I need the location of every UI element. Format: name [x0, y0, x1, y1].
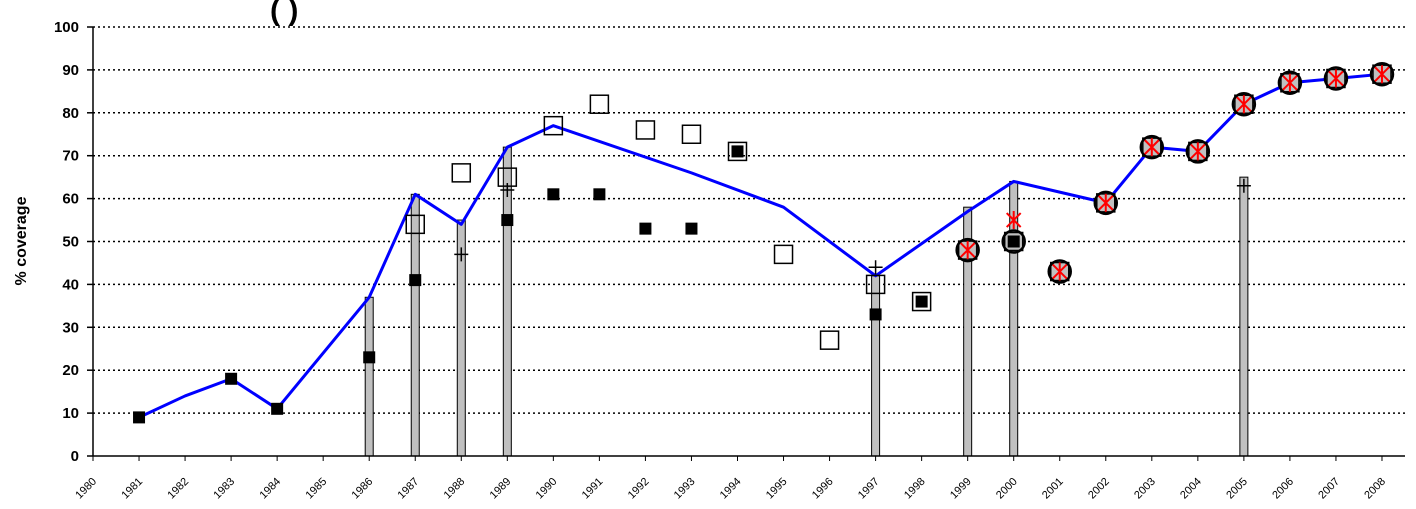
x-tick-label: 1984 [257, 476, 283, 502]
filled-square-marker [639, 222, 652, 235]
x-tick-label: 1980 [73, 476, 99, 502]
filled-square-marker [547, 188, 560, 201]
filled-square-marker [869, 308, 882, 321]
x-tick-label: 1982 [165, 476, 191, 502]
filled-square-marker [501, 214, 514, 227]
open-square-marker [911, 291, 932, 312]
open-square-marker [635, 120, 656, 140]
x-tick-label: 2006 [1270, 476, 1296, 502]
y-axis-label: % coverage [13, 196, 30, 285]
y-tick-labels: 0 10 20 30 40 50 60 70 80 90 100 [54, 19, 79, 465]
marker-series [133, 61, 1395, 424]
y-tick-label: 60 [62, 191, 79, 208]
bar [871, 275, 881, 457]
star-marker [959, 241, 976, 260]
plus-marker [1236, 178, 1251, 193]
filled-square-marker [915, 295, 928, 308]
x-tick-label: 1986 [350, 476, 376, 502]
bar [1239, 176, 1249, 457]
star-marker [1144, 138, 1160, 157]
x-tick-label: 1989 [488, 476, 514, 502]
open-square-marker [727, 141, 748, 162]
y-tick-label: 100 [54, 19, 79, 36]
plus-marker [868, 260, 883, 275]
y-tick-label: 70 [62, 148, 79, 165]
x-tick-label: 1997 [856, 476, 882, 502]
star-marker [1236, 95, 1252, 114]
x-tick-label: 1990 [534, 476, 560, 502]
axes [92, 27, 1405, 461]
filled-square-marker [685, 222, 698, 235]
x-tick-labels: 1980 1981 1982 1983 1984 1985 1986 1987 1988 1989… [73, 476, 1388, 502]
filled-square-marker [409, 274, 422, 287]
y-tick-label: 30 [62, 319, 79, 336]
x-tick-label: 2001 [1040, 476, 1066, 502]
open-square-marker [1003, 231, 1024, 252]
open-square-marker [681, 124, 702, 144]
filled-square-marker [225, 372, 238, 385]
y-tick-label: 20 [62, 362, 79, 379]
x-tick-label: 2008 [1362, 476, 1388, 502]
x-tick-label: 1987 [396, 476, 422, 502]
x-tick-label: 1998 [902, 476, 928, 502]
filled-square-marker [271, 402, 284, 415]
y-tick-label: 50 [62, 234, 79, 251]
x-tick-label: 1993 [672, 476, 698, 502]
filled-square-marker [1007, 235, 1020, 248]
x-tick-label: 2005 [1224, 476, 1250, 502]
y-tick-label: 0 [71, 448, 79, 465]
star-marker [1052, 262, 1068, 281]
line-path [138, 72, 1383, 419]
x-tick-label: 1999 [948, 476, 974, 502]
x-tick-label: 2002 [1086, 476, 1112, 502]
x-tick-label: 1985 [303, 476, 329, 502]
plus-marker [454, 247, 469, 262]
star-marker [1005, 211, 1022, 230]
y-tick-label: 10 [62, 405, 79, 422]
star-marker [1282, 73, 1298, 92]
x-tick-label: 2004 [1178, 476, 1204, 502]
filled-square-marker [593, 188, 606, 201]
x-tick-label: 1995 [764, 476, 790, 502]
x-tick-label: 1992 [626, 476, 652, 502]
x-tick-label: 1991 [580, 476, 606, 502]
x-tick-label: 1981 [119, 476, 145, 502]
open-square-marker [543, 115, 564, 136]
open-square-marker [819, 330, 840, 350]
open-square-marker [773, 244, 794, 265]
filled-square-marker [363, 351, 376, 364]
y-tick-label: 80 [62, 105, 79, 122]
open-square-marker [451, 163, 472, 183]
star-marker [1098, 193, 1114, 212]
plus-marker [500, 183, 515, 198]
star-marker [1374, 65, 1390, 84]
open-square-marker [865, 274, 886, 295]
x-tick-label: 1996 [810, 476, 836, 502]
gridlines [87, 26, 1405, 457]
chart-title-fragment: ( ) [270, 0, 298, 27]
x-tick-label: 2003 [1132, 476, 1158, 502]
bar [364, 296, 374, 457]
filled-square-marker [133, 411, 146, 424]
y-tick-label: 40 [62, 276, 79, 293]
star-marker [1328, 69, 1344, 88]
x-tick-label: 1994 [718, 476, 744, 502]
y-tick-label: 90 [62, 62, 79, 79]
open-square-marker [589, 94, 610, 114]
x-tick-label: 1988 [442, 476, 468, 502]
line-series [138, 72, 1383, 419]
filled-square-marker [731, 145, 744, 158]
x-tick-label: 2000 [994, 476, 1020, 502]
x-tick-label: 2007 [1316, 476, 1342, 502]
open-square-marker [405, 214, 425, 235]
star-marker [1190, 142, 1206, 161]
x-tick-label: 1983 [211, 476, 237, 502]
